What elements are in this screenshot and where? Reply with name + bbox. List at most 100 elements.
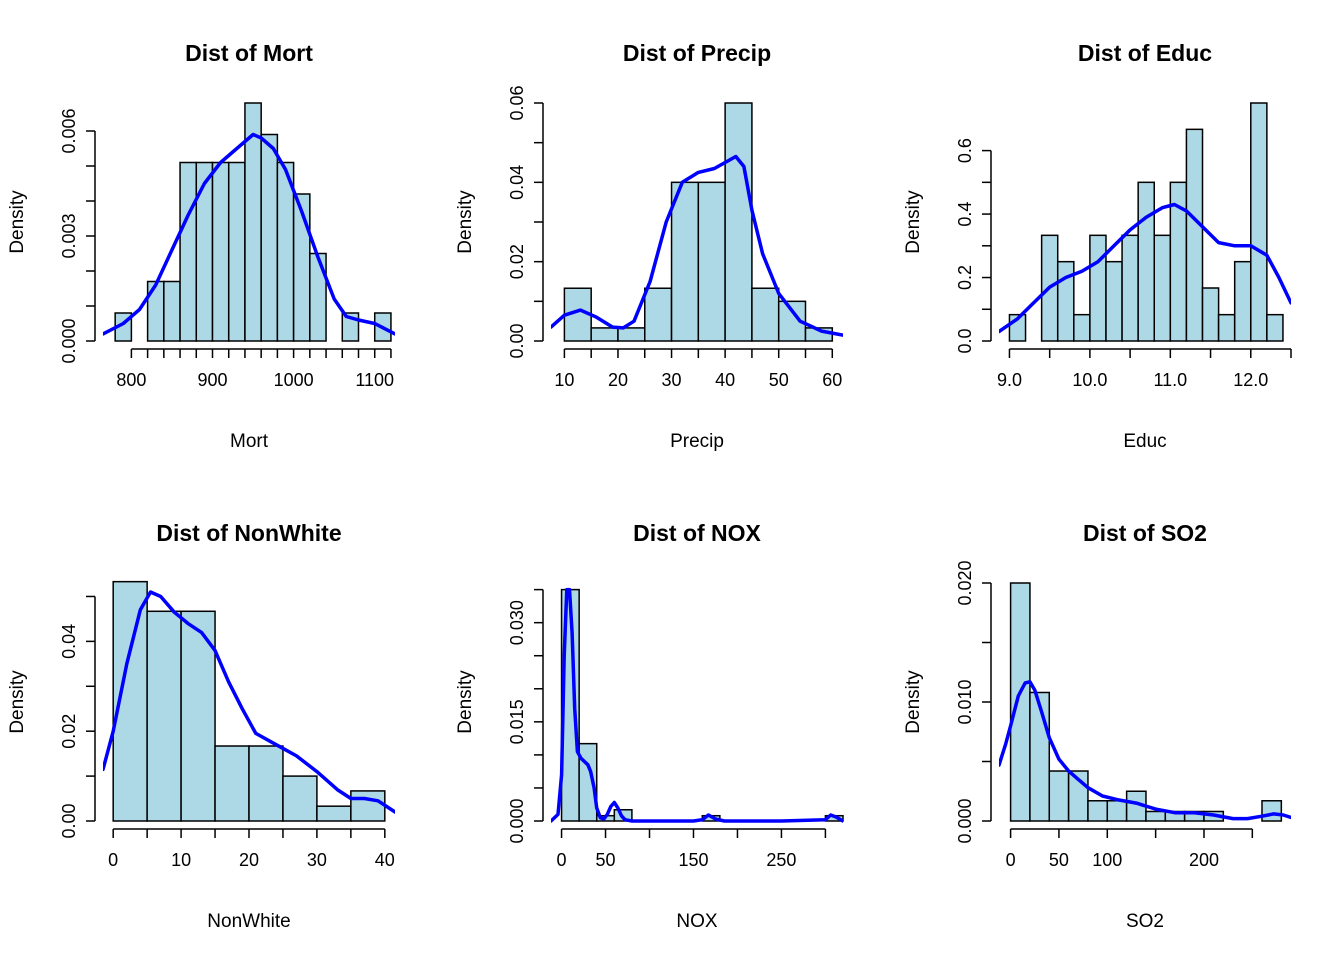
histogram-bar-9 xyxy=(1153,234,1172,342)
x-tick-label: 9.0 xyxy=(997,370,1022,390)
y-tick-label: 0.02 xyxy=(507,244,527,279)
x-tick-label: 50 xyxy=(1049,850,1069,870)
histogram-bar-5 xyxy=(1089,234,1107,342)
y-tick-label: 0.00 xyxy=(59,803,79,838)
histogram-bar-8 xyxy=(1137,181,1156,342)
y-axis-label: Density xyxy=(455,670,476,734)
histogram-bar-2 xyxy=(180,610,216,822)
density-curve xyxy=(551,154,843,337)
x-tick-label: 10 xyxy=(171,850,191,870)
histogram-bar-4 xyxy=(670,181,700,342)
histogram-bar-16 xyxy=(1266,313,1284,342)
x-tick-label: 40 xyxy=(375,850,395,870)
histogram-bar-1 xyxy=(1029,691,1051,822)
histogram-bar-5 xyxy=(195,161,214,342)
x-axis-label: Mort xyxy=(230,431,269,452)
x-axis-label: Precip xyxy=(670,431,724,452)
chart-title: Dist of NonWhite xyxy=(156,520,341,546)
y-tick-label: 0.015 xyxy=(507,699,527,744)
histogram-bar-6 xyxy=(211,161,230,342)
x-tick-label: 60 xyxy=(822,370,842,390)
x-axis-label: SO2 xyxy=(1126,911,1164,932)
x-tick-label: 30 xyxy=(662,370,682,390)
density-curve xyxy=(103,590,395,814)
density-curve xyxy=(999,202,1291,334)
y-tick-label: 0.000 xyxy=(955,798,975,843)
x-tick-label: 11.0 xyxy=(1153,370,1187,390)
chart-title: Dist of Precip xyxy=(623,40,771,66)
y-tick-label: 0.04 xyxy=(507,165,527,200)
y-tick-label: 0.4 xyxy=(955,202,975,227)
histogram-bar-2 xyxy=(1048,770,1070,822)
y-tick-label: 0.006 xyxy=(59,108,79,153)
histogram-bar-3 xyxy=(163,280,181,342)
histogram-bar-7 xyxy=(227,161,246,342)
histogram-bar-15 xyxy=(1250,102,1268,342)
y-tick-label: 0.030 xyxy=(507,600,527,645)
panel-nonwhite: Dist of NonWhite 0 10 20 30 40 0.00 0.02 0.04 Non… xyxy=(7,520,395,932)
histogram-bar-10 xyxy=(276,161,295,342)
chart-title: Dist of SO2 xyxy=(1083,520,1207,546)
histogram-bar-4 xyxy=(1073,313,1091,342)
y-axis-label: Density xyxy=(455,190,476,254)
x-tick-label: 40 xyxy=(715,370,735,390)
x-tick-label: 20 xyxy=(239,850,259,870)
panel-mort: Dist of Mort 800 900 1000 1100 0.000 0.003 0.00… xyxy=(7,40,395,452)
histogram-bar-4 xyxy=(1087,800,1109,822)
x-tick-label: 200 xyxy=(1189,850,1219,870)
histogram-bar-14 xyxy=(1233,260,1252,342)
y-tick-label: 0.0 xyxy=(955,328,975,353)
histogram-bar-11 xyxy=(1185,128,1204,342)
histogram-bar-7 xyxy=(751,287,780,342)
y-tick-label: 0.06 xyxy=(507,85,527,120)
x-tick-label: 20 xyxy=(608,370,628,390)
x-tick-label: 100 xyxy=(1092,850,1122,870)
x-tick-label: 50 xyxy=(769,370,789,390)
y-tick-label: 0.6 xyxy=(955,138,975,163)
histogram-bar-5 xyxy=(1106,800,1128,822)
histogram-bar-1 xyxy=(146,610,182,822)
chart-title: Dist of Educ xyxy=(1078,40,1212,66)
histogram-bar-13 xyxy=(1261,800,1283,822)
y-tick-label: 0.000 xyxy=(507,798,527,843)
x-tick-label: 30 xyxy=(307,850,327,870)
x-tick-label: 10.0 xyxy=(1072,370,1107,390)
histogram-bar-9 xyxy=(260,133,279,342)
chart-title: Dist of Mort xyxy=(185,40,313,66)
histogram-bar-0 xyxy=(1009,582,1031,822)
panel-nox: Dist of NOX 0 50 150 250 0.000 0.015 0.030 NOX De… xyxy=(455,520,844,932)
histogram-bar-12 xyxy=(1201,287,1220,342)
y-tick-label: 0.04 xyxy=(59,624,79,659)
y-tick-label: 0.02 xyxy=(59,714,79,749)
histogram-bar-7 xyxy=(1121,234,1139,342)
x-tick-label: 0 xyxy=(108,850,118,870)
x-tick-label: 250 xyxy=(766,850,796,870)
y-axis-label: Density xyxy=(7,670,28,734)
y-tick-label: 0.020 xyxy=(955,560,975,605)
x-tick-label: 12.0 xyxy=(1233,370,1268,390)
histogram-bar-6 xyxy=(1105,260,1123,342)
x-axis-label: NonWhite xyxy=(207,911,290,932)
y-tick-label: 0.00 xyxy=(507,323,527,358)
histogram-bar-1 xyxy=(590,327,619,342)
x-axis-label: NOX xyxy=(676,911,718,932)
panel-precip: Dist of Precip 10 20 30 40 50 60 0.00 0.02 0.04 0.… xyxy=(455,40,843,452)
histogram-bar-4 xyxy=(179,161,198,342)
y-axis-label: Density xyxy=(7,190,28,254)
chart-title: Dist of NOX xyxy=(633,520,761,546)
histogram-bar-4 xyxy=(248,745,284,822)
histogram-bar-5 xyxy=(697,181,726,342)
x-tick-label: 50 xyxy=(596,850,616,870)
histogram-bar-5 xyxy=(282,775,318,822)
x-tick-label: 150 xyxy=(678,850,708,870)
density-curve xyxy=(103,132,395,336)
x-tick-label: 1100 xyxy=(355,370,394,390)
x-tick-label: 900 xyxy=(197,370,227,390)
y-tick-label: 0.2 xyxy=(955,265,975,290)
histogram-bar-3 xyxy=(214,745,250,822)
y-axis-label: Density xyxy=(903,670,924,734)
histogram-bar-6 xyxy=(724,102,753,342)
y-tick-label: 0.003 xyxy=(59,213,79,258)
x-tick-label: 10 xyxy=(554,370,574,390)
